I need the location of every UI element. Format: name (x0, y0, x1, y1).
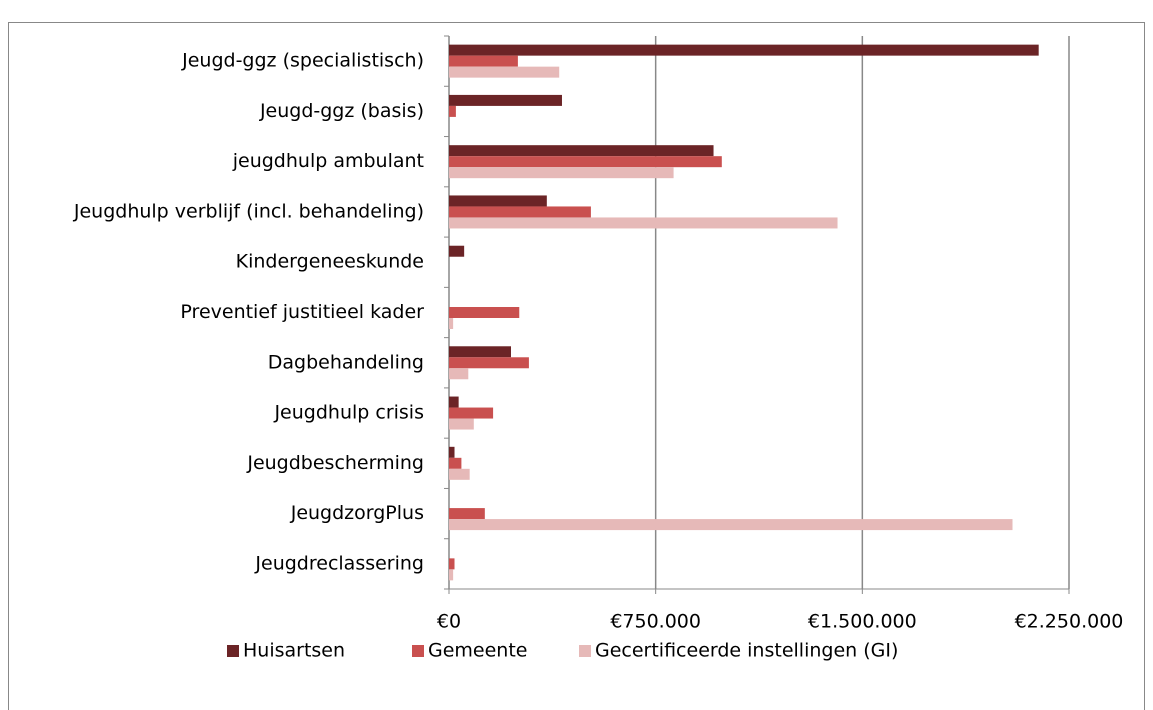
bar (449, 94, 562, 106)
y-tick-label: jeugdhulp ambulant (232, 150, 424, 172)
bar (449, 145, 714, 157)
y-tick-label: Kindergeneeskunde (236, 251, 424, 273)
bar (449, 66, 560, 78)
bar (449, 368, 469, 380)
x-tick-label: €750.000 (610, 611, 701, 633)
bar (449, 217, 838, 229)
bar (449, 418, 474, 430)
bar (449, 446, 455, 458)
bar (449, 167, 674, 179)
legend-swatch (227, 645, 239, 657)
bar (449, 195, 547, 207)
y-tick-label: Jeugd-ggz (specialistisch) (181, 50, 424, 72)
y-tick-label: Dagbehandeling (268, 351, 424, 373)
bar (449, 457, 462, 469)
legend-label: Huisartsen (243, 640, 345, 662)
x-tick-label: €1.500.000 (808, 611, 917, 633)
bar (449, 569, 454, 581)
y-tick-label: Jeugdhulp crisis (273, 402, 424, 424)
y-tick-label: Jeugd-ggz (basis) (259, 100, 424, 122)
bar (449, 105, 456, 117)
legend-label: Gecertificeerde instellingen (GI) (595, 640, 898, 662)
bar (449, 357, 529, 369)
y-tick-label: Preventief justitieel kader (180, 301, 424, 323)
legend-swatch (412, 645, 424, 657)
x-tick-label: €0 (437, 611, 461, 633)
y-tick-label: Jeugdhulp verblijf (incl. behandeling) (73, 200, 424, 222)
bar (449, 407, 494, 419)
chart-frame (8, 22, 1145, 710)
legend-swatch (579, 645, 591, 657)
y-tick-label: Jeugdreclassering (254, 552, 424, 574)
bar (449, 55, 518, 67)
bar (449, 245, 465, 257)
bar (449, 558, 455, 570)
bar (449, 508, 485, 520)
x-tick-label: €2.250.000 (1015, 611, 1124, 633)
bar (449, 346, 511, 358)
y-tick-label: JeugdzorgPlus (290, 502, 424, 524)
y-tick-label: Jeugdbescherming (246, 452, 424, 474)
bar (449, 44, 1039, 56)
bar (449, 156, 722, 168)
bar (449, 206, 591, 218)
bar (449, 519, 1013, 531)
bar (449, 396, 459, 408)
bar (449, 307, 520, 318)
bar (449, 318, 454, 329)
bar (449, 468, 470, 480)
legend-label: Gemeente (428, 640, 527, 662)
